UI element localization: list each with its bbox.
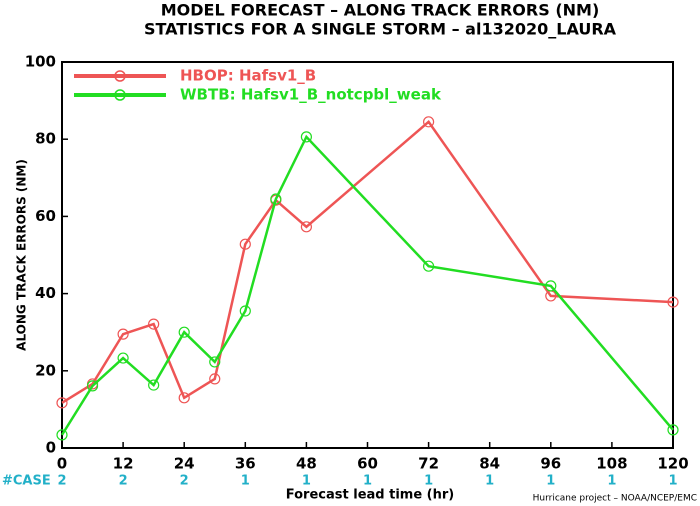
x-tick-label: 108 xyxy=(596,455,627,473)
legend-marker xyxy=(114,89,126,101)
legend-label: HBOP: Hafsv1_B xyxy=(180,67,316,85)
series-point xyxy=(239,238,251,250)
case-count: 1 xyxy=(546,474,555,489)
x-tick-label: 48 xyxy=(296,455,317,473)
case-count: 2 xyxy=(180,474,189,489)
x-axis-label: Forecast lead time (hr) xyxy=(286,488,454,503)
series-point xyxy=(270,193,282,205)
y-tick-label: 100 xyxy=(25,53,56,71)
series-point xyxy=(86,380,99,392)
y-tick-label: 20 xyxy=(35,361,56,379)
legend-marker xyxy=(114,70,126,82)
y-axis-label: ALONG TRACK ERRORS (NM) xyxy=(15,159,29,351)
case-count: 1 xyxy=(668,474,677,489)
case-count: 1 xyxy=(363,474,372,489)
x-tick-label: 72 xyxy=(418,455,439,473)
x-tick-label: 0 xyxy=(57,455,67,473)
series-point xyxy=(423,260,435,272)
x-tick-label: 36 xyxy=(235,455,256,473)
footer: Hurricane project – NOAA/NCEP/EMC xyxy=(533,494,697,504)
series-point xyxy=(178,326,190,338)
series-line xyxy=(60,134,674,436)
series-point xyxy=(300,221,312,233)
series-point xyxy=(667,424,679,436)
y-tick-label: 60 xyxy=(35,207,56,225)
series-point xyxy=(148,379,160,391)
x-tick-label: 60 xyxy=(357,455,378,473)
series-point xyxy=(56,429,68,441)
legend-label: WBTB: Hafsv1_B_notcpbl_weak xyxy=(180,86,442,104)
series-point xyxy=(300,131,312,143)
case-count: 1 xyxy=(241,474,250,489)
series-point xyxy=(209,373,221,385)
chart-title: MODEL FORECAST – ALONG TRACK ERRORS (NM) xyxy=(161,1,600,20)
series-point xyxy=(178,392,190,404)
series-point xyxy=(209,356,221,368)
case-count: 1 xyxy=(607,474,616,489)
x-tick-label: 96 xyxy=(540,455,561,473)
x-tick-label: 84 xyxy=(479,455,500,473)
series-point xyxy=(667,296,679,308)
x-tick-label: 24 xyxy=(174,455,195,473)
x-tick-label: 12 xyxy=(113,455,134,473)
y-tick-label: 80 xyxy=(35,130,56,148)
series-point xyxy=(117,328,129,340)
case-count: 2 xyxy=(57,474,66,489)
case-count: 2 xyxy=(119,474,128,489)
y-tick-label: 0 xyxy=(46,439,56,457)
chart-subtitle: STATISTICS FOR A SINGLE STORM – al132020… xyxy=(144,20,617,39)
case-count: 1 xyxy=(485,474,494,489)
series-point xyxy=(148,318,160,330)
series-point xyxy=(545,280,557,292)
series-point xyxy=(56,397,68,409)
case-count: 1 xyxy=(302,474,311,489)
series-point xyxy=(117,352,129,364)
series-line xyxy=(61,119,674,404)
series-point xyxy=(423,116,435,128)
x-tick-label: 120 xyxy=(657,455,688,473)
series-point xyxy=(239,305,251,317)
y-tick-label: 40 xyxy=(35,284,56,302)
case-count: 1 xyxy=(424,474,433,489)
case-label: #CASE xyxy=(2,474,51,489)
